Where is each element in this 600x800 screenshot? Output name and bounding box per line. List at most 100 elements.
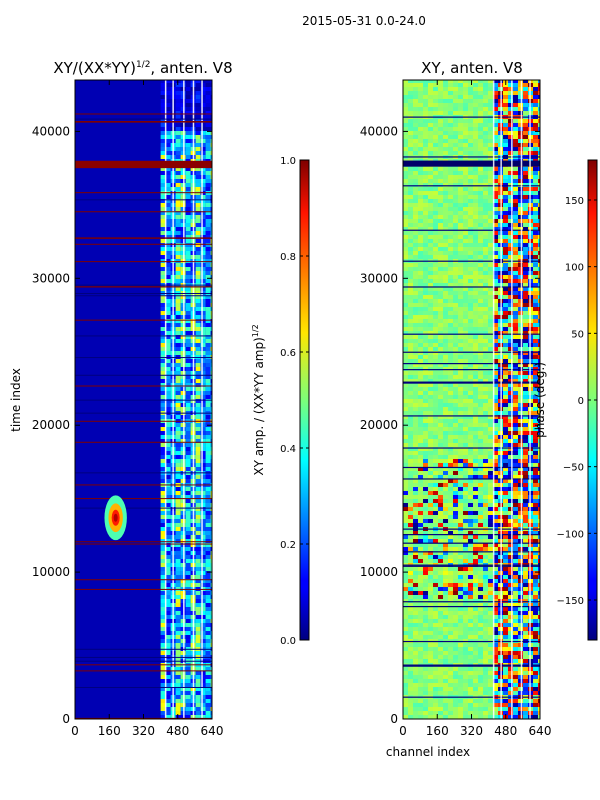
phase-cell	[438, 319, 443, 323]
phase-cell	[448, 275, 453, 279]
amp-cell	[205, 455, 211, 459]
phase-cell	[468, 631, 473, 635]
amp-cell	[210, 335, 212, 339]
amp-cell	[185, 363, 191, 367]
phase-cell	[463, 363, 468, 367]
phase-cell	[423, 519, 428, 523]
amp-cell	[210, 407, 212, 411]
amp-cell	[210, 179, 212, 183]
phase-cell	[458, 327, 463, 331]
amp-cell	[210, 427, 212, 431]
phase-cell	[438, 399, 443, 403]
phase-cell	[408, 319, 413, 323]
phase-cell	[448, 327, 453, 331]
phase-cell	[433, 439, 438, 443]
phase-cell	[458, 599, 463, 603]
phase-cell	[418, 651, 423, 655]
phase-cell	[533, 387, 538, 391]
phase-cell	[423, 359, 428, 363]
amp-cell	[165, 251, 171, 255]
amp-cell	[205, 243, 211, 247]
phase-cell	[408, 399, 413, 403]
phase-cell	[478, 615, 483, 619]
phase-cell	[468, 683, 473, 687]
phase-cell	[448, 655, 453, 659]
amp-cell	[200, 463, 206, 467]
phase-cell	[413, 403, 418, 407]
phase-cell	[463, 479, 468, 483]
amp-cell	[195, 683, 201, 687]
phase-cell	[483, 343, 488, 347]
phase-cell	[443, 619, 448, 623]
phase-cell	[523, 347, 528, 351]
phase-cell	[488, 351, 493, 355]
amp-cell	[185, 259, 191, 263]
amp-cell	[160, 543, 166, 547]
amp-cell	[160, 83, 166, 87]
phase-cell	[518, 647, 523, 651]
phase-cell	[468, 339, 473, 343]
phase-cell	[408, 471, 413, 475]
phase-cell	[448, 363, 453, 367]
phase-cell	[538, 675, 540, 679]
phase-cell	[448, 319, 453, 323]
phase-cell	[448, 651, 453, 655]
phase-cell	[508, 339, 513, 343]
amp-cell	[200, 555, 206, 559]
phase-cell	[468, 531, 473, 535]
phase-cell	[503, 635, 508, 639]
phase-cell	[518, 423, 523, 427]
phase-cell	[428, 319, 433, 323]
phase-cell	[438, 431, 443, 435]
amp-cell	[160, 231, 166, 235]
phase-cell	[438, 351, 443, 355]
phase-cell	[463, 271, 468, 275]
amp-cell	[165, 635, 171, 639]
phase-cell	[413, 567, 418, 571]
phase-cell	[443, 607, 448, 611]
phase-cell	[523, 591, 528, 595]
phase-cell	[463, 295, 468, 299]
amp-cell	[185, 595, 191, 599]
phase-cell	[438, 427, 443, 431]
phase-cell	[508, 311, 513, 315]
phase-cell	[428, 539, 433, 543]
amp-cell	[200, 679, 206, 683]
phase-cell	[403, 567, 408, 571]
phase-cell	[463, 459, 468, 463]
amp-cell	[200, 107, 206, 111]
phase-cell	[453, 551, 458, 555]
phase-cell	[418, 279, 423, 283]
phase-cell	[468, 507, 473, 511]
amp-cell	[200, 139, 206, 143]
amp-cell	[195, 615, 201, 619]
phase-cell	[503, 667, 508, 671]
phase-cell	[413, 395, 418, 399]
phase-cell	[408, 579, 413, 583]
amp-cell	[185, 463, 191, 467]
phase-cell	[503, 703, 508, 707]
phase-cell	[513, 711, 518, 715]
amp-flag-row	[75, 579, 212, 581]
phase-cell	[463, 635, 468, 639]
phase-cell	[458, 399, 463, 403]
phase-cell	[448, 559, 453, 563]
amp-cell	[185, 535, 191, 539]
amp-cell	[165, 263, 171, 267]
phase-cell	[418, 631, 423, 635]
phase-cell	[408, 459, 413, 463]
amp-cell	[210, 147, 212, 151]
phase-cell	[418, 351, 423, 355]
amp-cell	[160, 107, 166, 111]
phase-cell	[508, 503, 513, 507]
amp-cell	[165, 195, 171, 199]
phase-cell	[418, 443, 423, 447]
phase-cell	[453, 279, 458, 283]
phase-cell	[503, 295, 508, 299]
phase-cell	[428, 407, 433, 411]
amp-cell	[205, 531, 211, 535]
phase-cell	[513, 659, 518, 663]
phase-cell	[473, 367, 478, 371]
amp-cell	[205, 375, 211, 379]
amp-cell	[165, 103, 171, 107]
